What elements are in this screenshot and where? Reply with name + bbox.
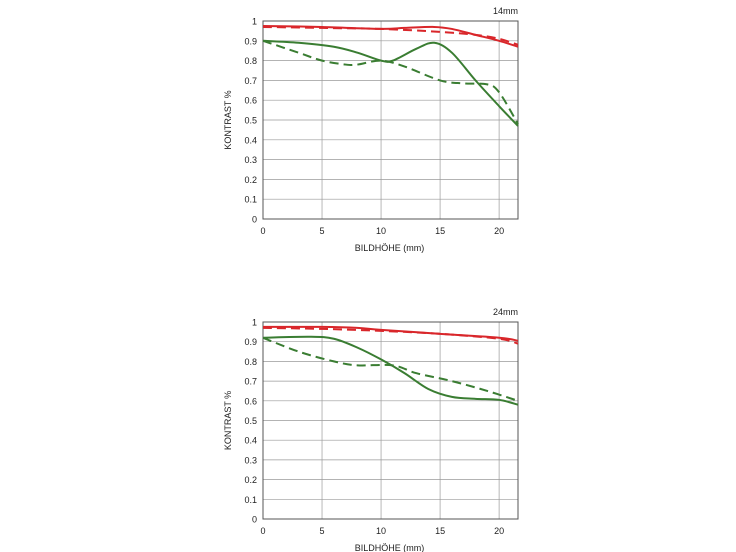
x-tick-label: 5 xyxy=(320,226,325,236)
x-tick-label: 20 xyxy=(494,226,504,236)
y-tick-label: 0.3 xyxy=(244,455,257,465)
x-tick-label: 10 xyxy=(376,226,386,236)
series-line-green-dashed xyxy=(262,336,519,402)
y-tick-label: 0.4 xyxy=(244,436,257,446)
series-line-green-solid xyxy=(262,39,519,127)
y-tick-label: 1 xyxy=(252,318,257,328)
y-tick-label: 0.5 xyxy=(244,416,257,426)
x-tick-label: 15 xyxy=(435,226,445,236)
y-tick-label: 0.4 xyxy=(244,135,257,145)
y-tick-label: 1 xyxy=(252,17,257,27)
plot-frame xyxy=(262,20,519,220)
y-axis-label: KONTRAST % xyxy=(223,90,233,149)
y-tick-label: 0.9 xyxy=(244,36,257,46)
x-tick-label: 10 xyxy=(376,526,386,536)
series-line-red-solid xyxy=(262,325,519,342)
y-tick-label: 0 xyxy=(252,515,257,525)
y-axis-label: KONTRAST % xyxy=(223,391,233,450)
y-tick-label: 0.8 xyxy=(244,357,257,367)
series-line-red-dashed xyxy=(262,326,519,345)
y-tick-label: 0.1 xyxy=(244,195,257,205)
y-tick-label: 0.8 xyxy=(244,56,257,66)
y-tick-label: 0.5 xyxy=(244,116,257,126)
x-tick-label: 15 xyxy=(435,526,445,536)
x-tick-label: 0 xyxy=(260,526,265,536)
chart-14mm: 00.10.20.30.40.50.60.70.80.910 5 10 15 2014m… xyxy=(223,6,519,253)
x-axis-label: BILDHÖHE (mm) xyxy=(355,543,425,552)
y-tick-label: 0 xyxy=(252,215,257,225)
x-tick-label: 20 xyxy=(494,526,504,536)
y-tick-label: 0.2 xyxy=(244,175,257,185)
x-tick-label: 0 xyxy=(260,226,265,236)
x-axis-label: BILDHÖHE (mm) xyxy=(355,243,425,253)
x-tick-label: 5 xyxy=(320,526,325,536)
y-tick-label: 0.2 xyxy=(244,475,257,485)
chart-title: 14mm xyxy=(493,6,518,16)
y-tick-label: 0.7 xyxy=(244,76,257,86)
series-line-red-dashed xyxy=(262,25,519,46)
y-tick-label: 0.6 xyxy=(244,96,257,106)
series-line-green-solid xyxy=(262,335,519,406)
series-line-green-dashed xyxy=(262,39,519,125)
y-tick-label: 0.6 xyxy=(244,396,257,406)
plot-frame xyxy=(262,321,519,520)
chart-title: 24mm xyxy=(493,307,518,317)
y-tick-label: 0.7 xyxy=(244,377,257,387)
y-tick-label: 0.3 xyxy=(244,155,257,165)
y-tick-label: 0.9 xyxy=(244,337,257,347)
y-tick-label: 0.1 xyxy=(244,495,257,505)
chart-24mm: 00.10.20.30.40.50.60.70.80.910 5 10 15 2024m… xyxy=(223,307,519,552)
